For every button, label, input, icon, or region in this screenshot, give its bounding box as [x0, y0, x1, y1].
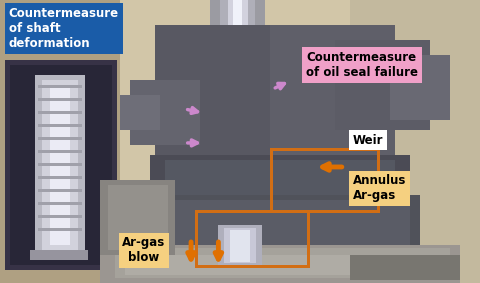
Text: Countermeasure
of oil seal failure: Countermeasure of oil seal failure: [306, 51, 418, 79]
Text: Annulus
Ar-gas: Annulus Ar-gas: [353, 174, 406, 202]
Text: Weir: Weir: [353, 134, 384, 147]
Text: Countermeasure
of shaft
deformation: Countermeasure of shaft deformation: [9, 7, 119, 50]
Text: Ar-gas
blow: Ar-gas blow: [122, 236, 166, 264]
